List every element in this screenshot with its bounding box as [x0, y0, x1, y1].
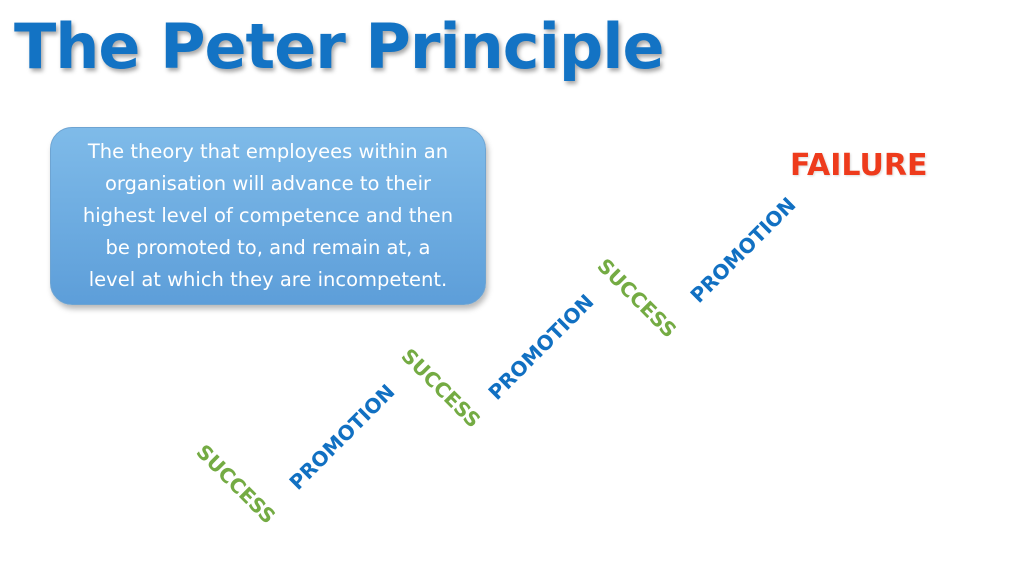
promotion-label-3: PROMOTION	[685, 192, 801, 308]
definition-text: The theory that employees within an orga…	[82, 140, 454, 291]
success-label-2: SUCCESS	[396, 343, 486, 433]
success-label-3: SUCCESS	[592, 253, 682, 343]
promotion-label-2: PROMOTION	[483, 289, 599, 405]
failure-label: FAILURE	[790, 148, 928, 183]
slide-title: The Peter Principle	[14, 10, 664, 83]
definition-box: The theory that employees within an orga…	[50, 127, 486, 305]
success-label-1: SUCCESS	[191, 439, 281, 529]
promotion-label-1: PROMOTION	[284, 379, 400, 495]
